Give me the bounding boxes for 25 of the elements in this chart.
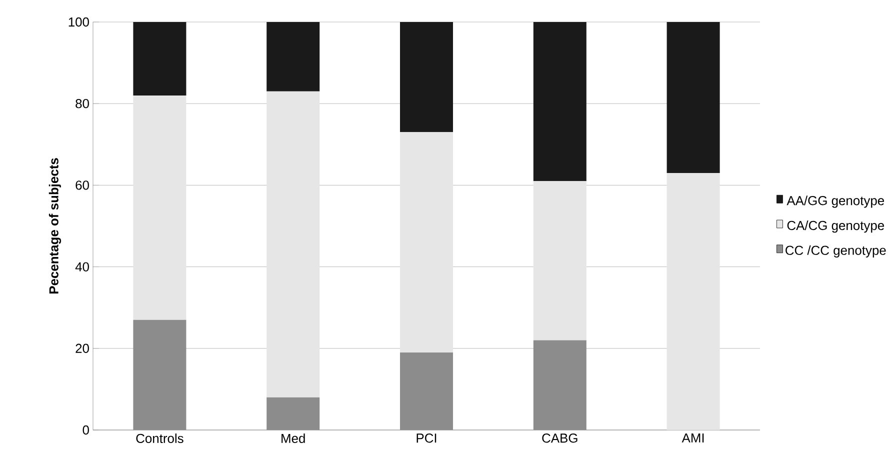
x-tick-label: CABG — [542, 434, 578, 443]
y-tick-label: 0 — [82, 425, 89, 435]
x-tick-label: PCI — [416, 434, 436, 443]
x-tick-label: Controls — [136, 434, 184, 444]
bar — [266, 91, 320, 398]
legend-label: AA/GG genotype — [786, 196, 884, 208]
x-tick-label: Med — [282, 434, 305, 444]
bar — [266, 22, 320, 92]
bar — [666, 172, 720, 430]
y-tick-label: 40 — [75, 262, 89, 272]
y-tick-label: 20 — [76, 344, 89, 353]
bar — [133, 95, 186, 320]
y-axis-title: Pecentage of subjects — [48, 158, 62, 294]
bar — [400, 132, 454, 352]
x-tick-label: AMI — [682, 434, 704, 442]
y-tick-label: 60 — [76, 180, 89, 190]
bar — [533, 181, 586, 340]
legend-label: CA/CG genotype — [787, 220, 884, 233]
bar — [133, 22, 186, 96]
bar — [400, 22, 454, 132]
bar — [666, 22, 720, 173]
y-tick-label: 100 — [68, 17, 89, 27]
bar — [533, 22, 586, 182]
legend-label: CC /CC genotype — [786, 245, 886, 258]
y-tick-label: 80 — [76, 99, 89, 108]
